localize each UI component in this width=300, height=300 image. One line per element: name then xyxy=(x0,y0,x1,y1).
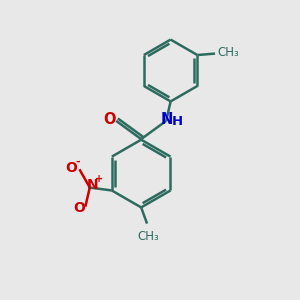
Text: +: + xyxy=(95,174,103,184)
Text: O: O xyxy=(103,112,116,127)
Text: CH₃: CH₃ xyxy=(137,230,159,242)
Text: H: H xyxy=(172,115,183,128)
Text: O: O xyxy=(65,161,77,175)
Text: O: O xyxy=(73,201,85,215)
Text: CH₃: CH₃ xyxy=(218,46,239,59)
Text: N: N xyxy=(160,112,173,127)
Text: N: N xyxy=(87,178,98,192)
Text: -: - xyxy=(76,157,80,166)
